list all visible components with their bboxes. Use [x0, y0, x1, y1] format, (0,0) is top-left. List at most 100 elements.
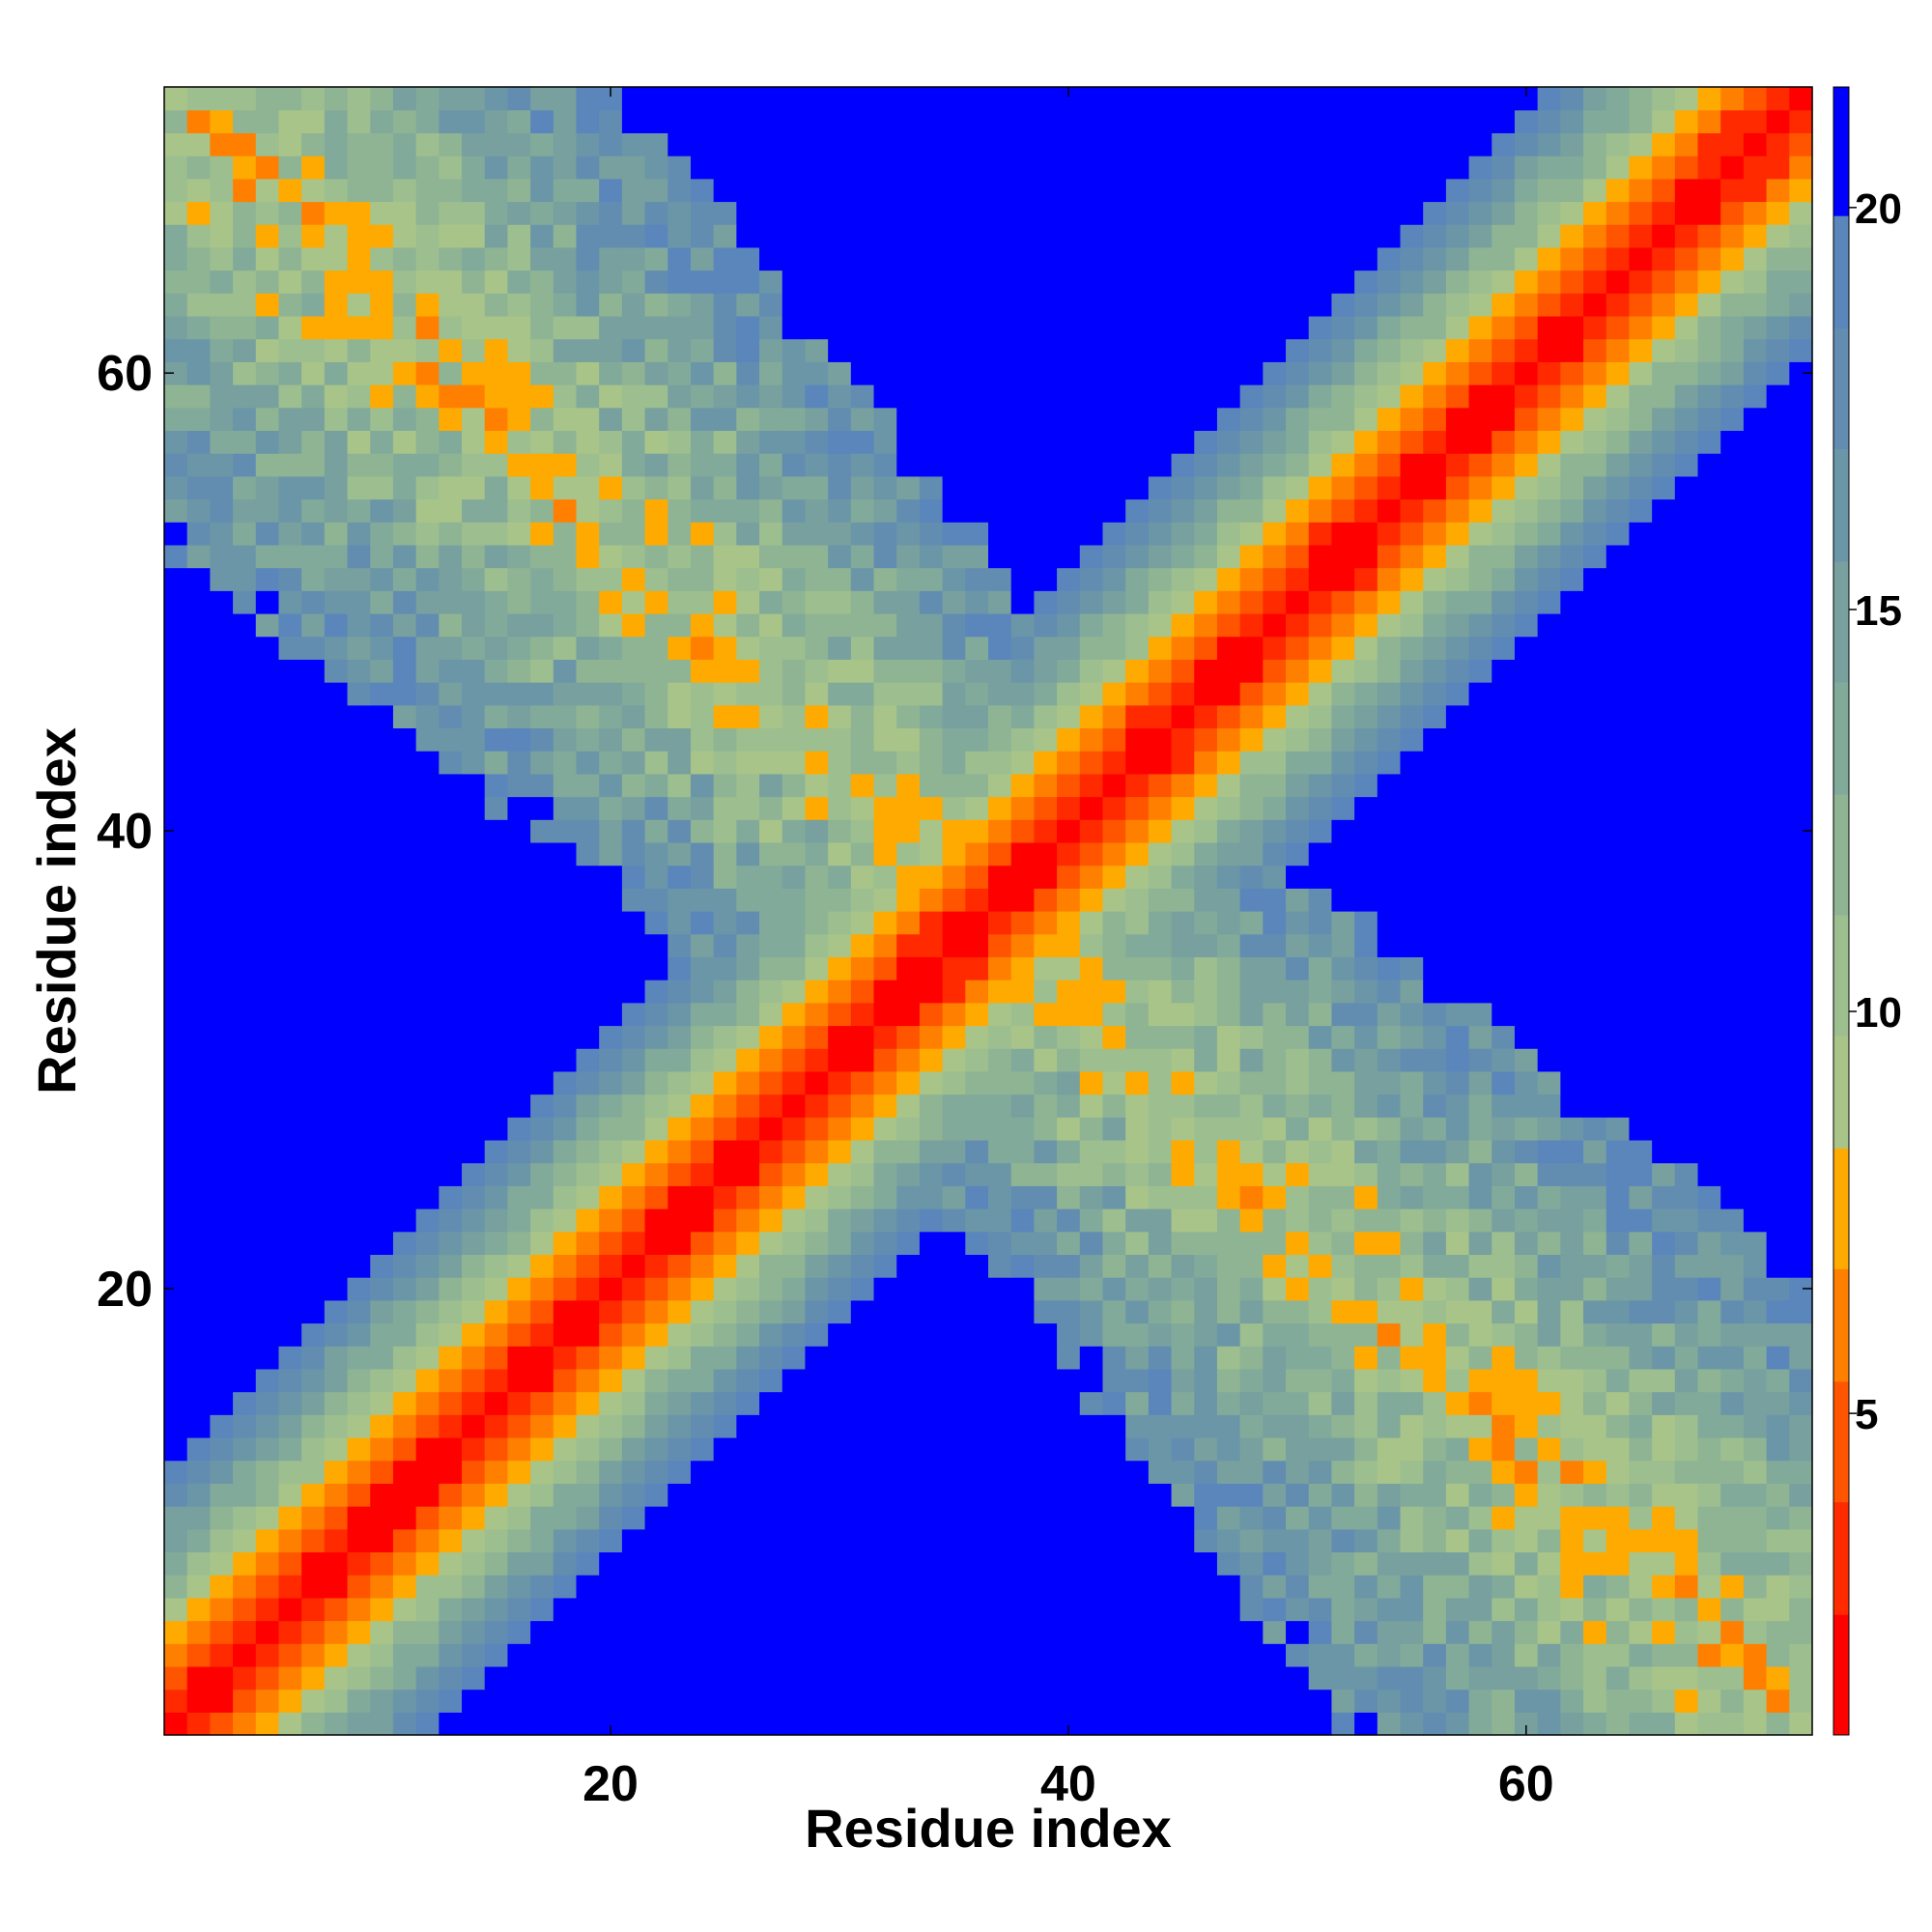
heatmap-cell [1560, 704, 1584, 729]
heatmap-cell [530, 612, 554, 638]
heatmap-cell [553, 773, 578, 798]
heatmap-cell [736, 704, 760, 729]
heatmap-cell [255, 751, 280, 775]
heatmap-cell [1354, 224, 1378, 248]
heatmap-cell [1354, 1575, 1378, 1599]
heatmap-cell [1239, 567, 1264, 591]
heatmap-cell [1377, 796, 1402, 820]
heatmap-cell [668, 1368, 692, 1393]
heatmap-cell [576, 1208, 600, 1233]
heatmap-cell [781, 956, 807, 980]
heatmap-cell [484, 819, 509, 843]
heatmap-cell [1583, 819, 1607, 843]
heatmap-cell [873, 522, 897, 546]
heatmap-cell [1674, 682, 1699, 706]
heatmap-cell [736, 1391, 760, 1415]
heatmap-cell [1583, 178, 1607, 203]
heatmap-cell [644, 865, 668, 889]
heatmap-cell [896, 659, 921, 683]
heatmap-cell [1468, 1391, 1492, 1415]
heatmap-cell [919, 1597, 944, 1622]
heatmap-cell [1377, 544, 1402, 569]
heatmap-cell [1514, 1506, 1539, 1530]
heatmap-cell [759, 1506, 783, 1530]
heatmap-cell [988, 659, 1012, 683]
heatmap-cell [392, 1689, 417, 1713]
heatmap-cell [530, 980, 554, 1004]
heatmap-cell [1377, 1665, 1402, 1690]
heatmap-cell [759, 270, 783, 294]
heatmap-cell [759, 727, 783, 752]
heatmap-cell [1743, 659, 1768, 683]
heatmap-cell [1216, 1620, 1241, 1644]
heatmap-cell [1079, 1391, 1104, 1415]
heatmap-cell [186, 315, 211, 340]
heatmap-cell [484, 1139, 509, 1164]
heatmap-cell [1286, 315, 1310, 340]
heatmap-cell [553, 1436, 578, 1462]
heatmap-cell [1674, 1689, 1699, 1713]
heatmap-cell [668, 911, 692, 935]
heatmap-cell [530, 338, 554, 362]
heatmap-cell [896, 1620, 921, 1644]
heatmap-cell [255, 956, 280, 980]
heatmap-cell [621, 1620, 646, 1644]
heatmap-cell [233, 1139, 257, 1164]
heatmap-cell [301, 338, 326, 362]
heatmap-cell [1445, 1643, 1470, 1667]
heatmap-cell [1629, 1597, 1653, 1622]
heatmap-cell [210, 1643, 234, 1667]
heatmap-cell [1720, 1070, 1745, 1095]
heatmap-cell [1789, 1139, 1813, 1164]
heatmap-cell [873, 841, 897, 867]
heatmap-cell [392, 1620, 417, 1644]
heatmap-cell [164, 1436, 188, 1462]
heatmap-cell [507, 1002, 531, 1027]
heatmap-cell [828, 1025, 852, 1049]
heatmap-cell [942, 727, 966, 752]
heatmap-cell [828, 911, 852, 935]
heatmap-cell [1239, 1094, 1264, 1118]
heatmap-cell [255, 704, 280, 729]
heatmap-cell [1537, 453, 1561, 477]
heatmap-cell [462, 841, 486, 867]
heatmap-cell [942, 1436, 966, 1462]
heatmap-cell [301, 590, 326, 614]
heatmap-cell [1102, 1117, 1126, 1141]
heatmap-cell [1194, 201, 1218, 225]
heatmap-cell [1308, 636, 1333, 660]
heatmap-cell [370, 1620, 394, 1644]
heatmap-cell [507, 1162, 531, 1186]
heatmap-cell [439, 659, 463, 683]
heatmap-cell [828, 498, 852, 523]
heatmap-cell [186, 773, 211, 798]
heatmap-cell [1400, 819, 1424, 843]
heatmap-cell [942, 956, 966, 980]
heatmap-cell [415, 1528, 440, 1553]
heatmap-cell [1057, 1070, 1081, 1095]
heatmap-cell [1583, 1368, 1607, 1393]
heatmap-cell [873, 704, 897, 729]
heatmap-cell [1239, 1048, 1264, 1072]
heatmap-cell [1605, 1254, 1631, 1278]
heatmap-cell [1239, 704, 1264, 729]
heatmap-cell [1766, 1048, 1790, 1072]
heatmap-cell [576, 338, 600, 362]
heatmap-cell [1674, 315, 1699, 340]
heatmap-cell [759, 315, 783, 340]
heatmap-cell [805, 1665, 829, 1690]
heatmap-cell [1125, 567, 1150, 591]
heatmap-cell [759, 1575, 783, 1599]
heatmap-cell [988, 315, 1012, 340]
heatmap-cell [278, 1002, 302, 1027]
heatmap-cell [1079, 1070, 1104, 1095]
heatmap-cell [1331, 315, 1355, 340]
heatmap-cell [644, 1025, 668, 1049]
heatmap-cell [186, 796, 211, 820]
heatmap-cell [690, 659, 715, 683]
heatmap-cell [439, 612, 463, 638]
heatmap-cell [392, 911, 417, 935]
heatmap-cell [1445, 1322, 1470, 1347]
heatmap-cell [1514, 682, 1539, 706]
heatmap-cell [1102, 338, 1126, 362]
